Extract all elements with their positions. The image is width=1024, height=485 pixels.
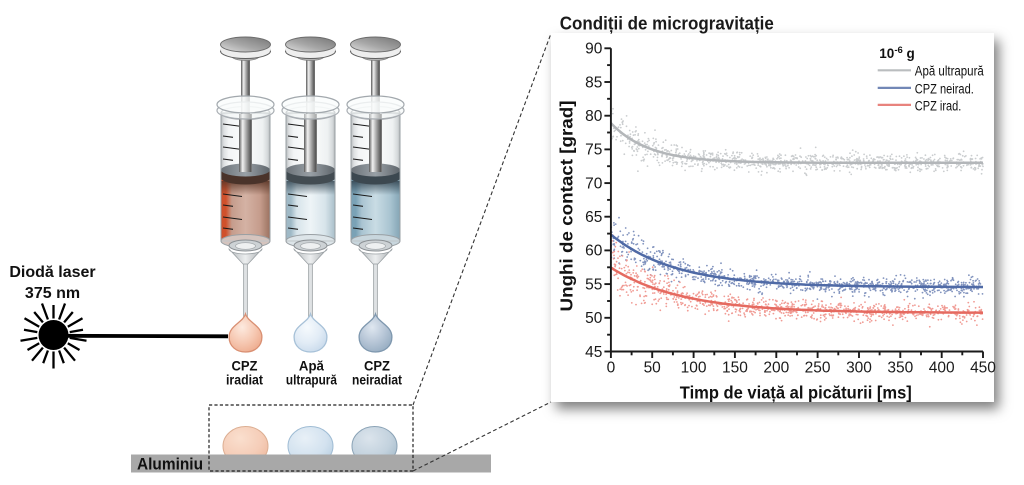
svg-text:45: 45 (585, 344, 602, 361)
svg-text:400: 400 (929, 360, 955, 377)
svg-text:0: 0 (607, 360, 616, 377)
svg-text:250: 250 (805, 360, 831, 377)
svg-text:neiradiat: neiradiat (352, 373, 402, 388)
svg-text:ultrapură: ultrapură (286, 373, 337, 388)
svg-text:10-6 g: 10-6 g (879, 45, 914, 61)
svg-text:50: 50 (644, 360, 662, 377)
svg-text:CPZ: CPZ (232, 358, 258, 373)
svg-text:450: 450 (970, 360, 996, 377)
svg-text:80: 80 (585, 108, 603, 125)
svg-text:iradiat: iradiat (226, 373, 263, 388)
svg-text:Timp de viață al picăturii [ms: Timp de viață al picăturii [ms] (680, 382, 912, 402)
svg-text:375 nm: 375 nm (25, 285, 80, 302)
svg-text:CPZ neirad.: CPZ neirad. (915, 81, 974, 96)
svg-text:Apă ultrapură: Apă ultrapură (915, 64, 984, 79)
svg-text:Aluminiu: Aluminiu (137, 456, 203, 474)
svg-text:Diodă laser: Diodă laser (9, 264, 95, 281)
svg-text:Condiții de microgravitație: Condiții de microgravitație (560, 13, 774, 33)
svg-text:65: 65 (585, 209, 602, 226)
svg-text:200: 200 (763, 360, 789, 377)
svg-text:55: 55 (585, 276, 602, 293)
svg-text:70: 70 (585, 175, 603, 192)
svg-text:Unghi de contact [grad]: Unghi de contact [grad] (557, 101, 577, 312)
svg-text:150: 150 (722, 360, 748, 377)
svg-text:CPZ irad.: CPZ irad. (915, 98, 962, 113)
svg-text:350: 350 (887, 360, 913, 377)
svg-text:85: 85 (585, 74, 602, 91)
svg-text:300: 300 (846, 360, 872, 377)
svg-text:60: 60 (585, 243, 603, 260)
svg-text:75: 75 (585, 142, 602, 159)
svg-text:90: 90 (585, 41, 603, 58)
svg-text:50: 50 (585, 310, 603, 327)
svg-text:CPZ: CPZ (364, 358, 390, 373)
svg-text:100: 100 (681, 360, 707, 377)
svg-text:Apă: Apă (299, 358, 324, 373)
